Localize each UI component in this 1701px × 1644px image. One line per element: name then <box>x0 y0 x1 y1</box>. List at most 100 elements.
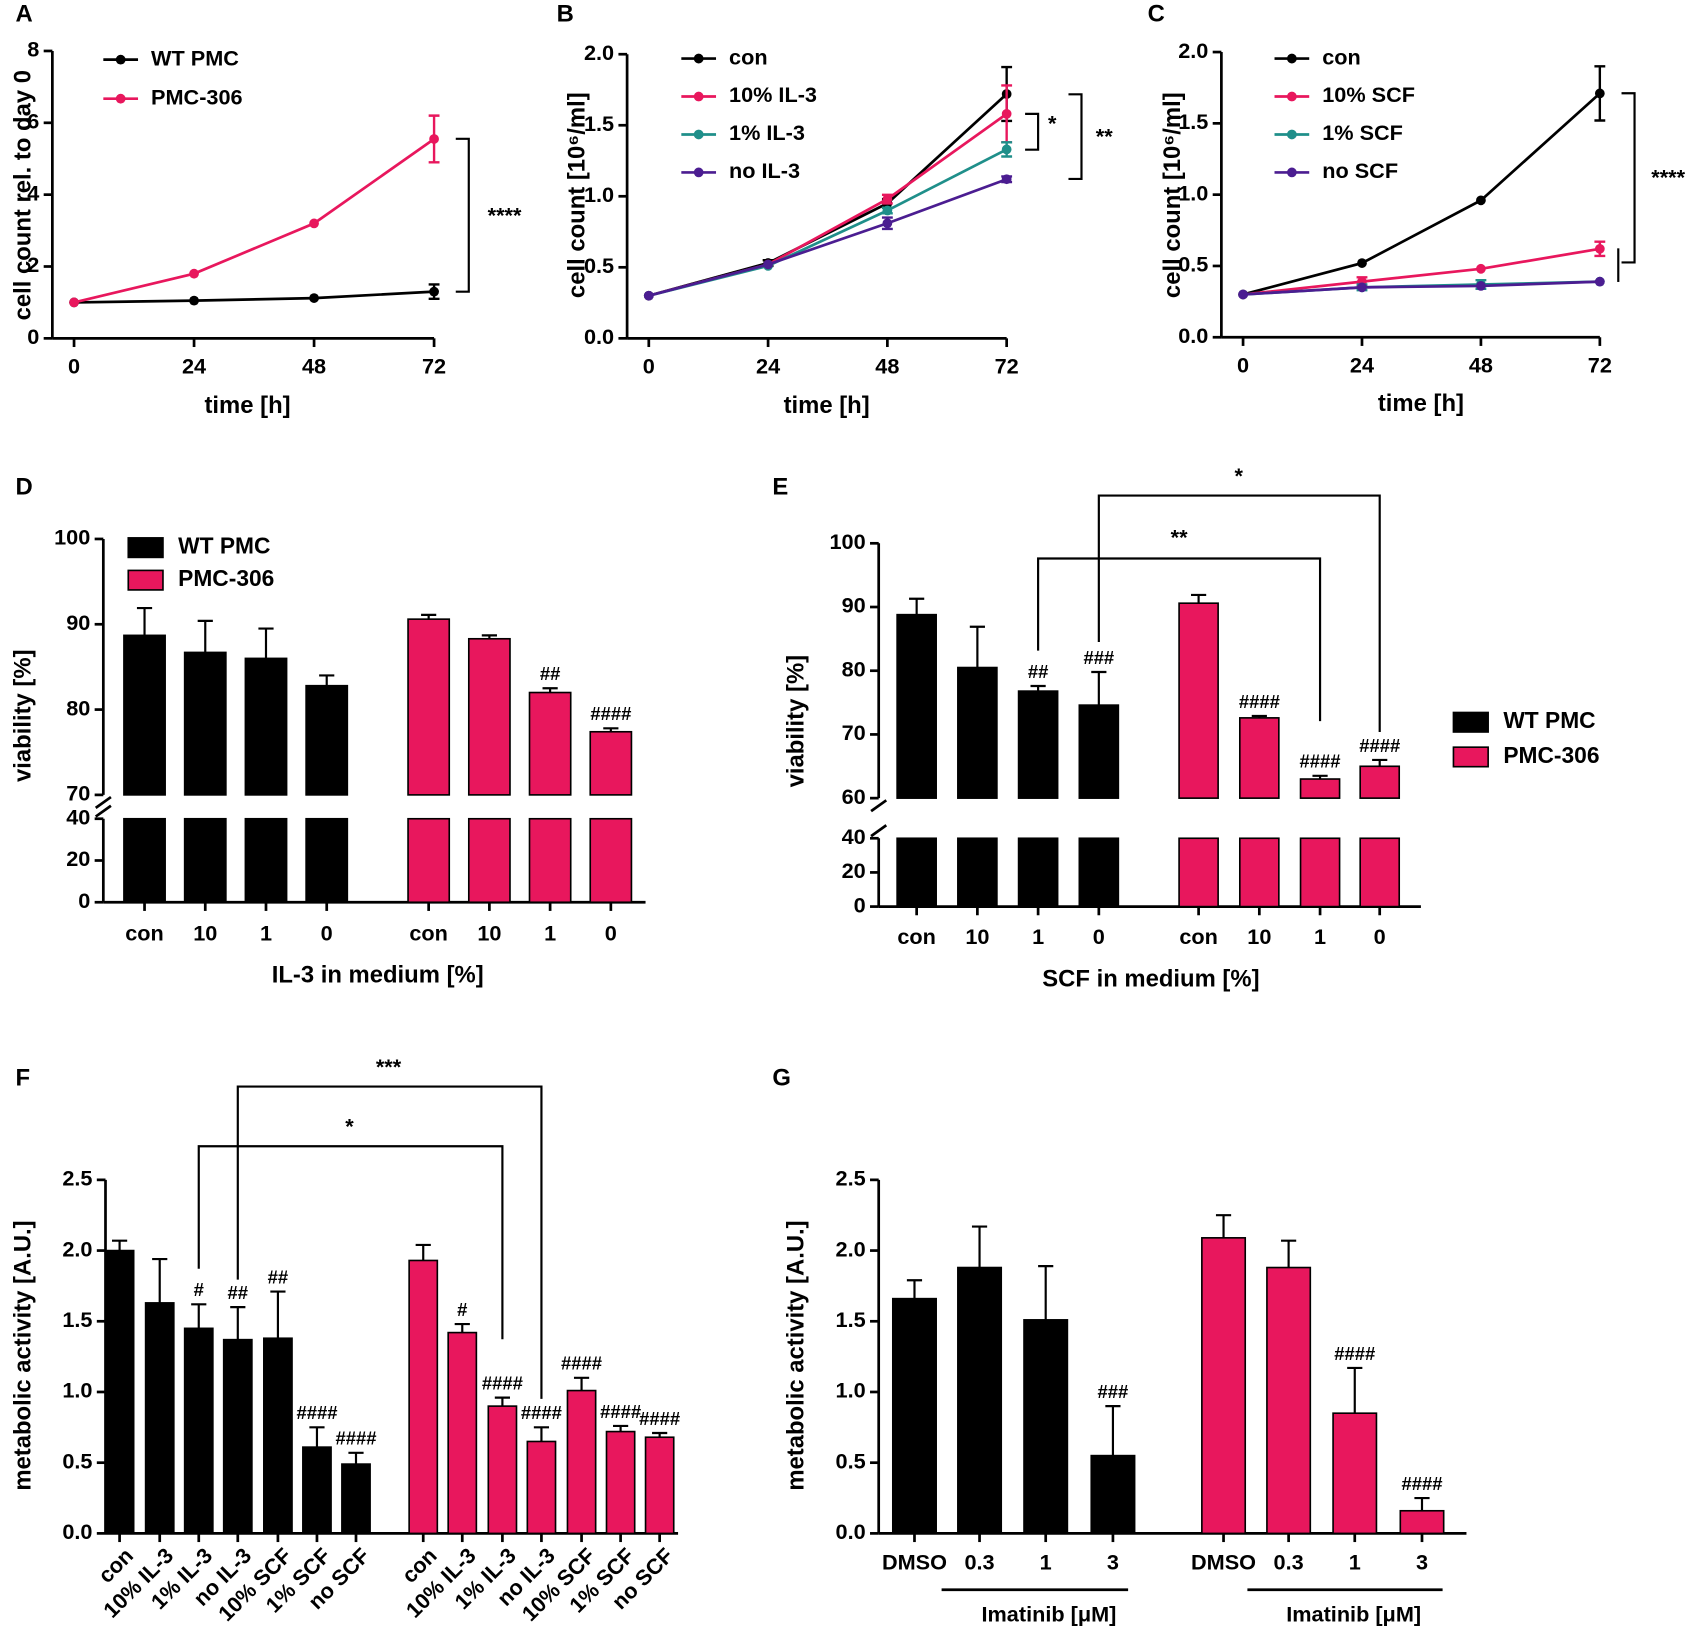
bar <box>1332 1412 1378 1535</box>
y-tick-label: 2.0 <box>584 40 614 65</box>
data-point <box>1594 243 1605 254</box>
legend-label: 1% IL-3 <box>729 120 805 145</box>
bar <box>1299 778 1341 799</box>
error-bar <box>909 597 925 615</box>
bar <box>263 1337 293 1535</box>
legend-dot <box>1286 167 1297 178</box>
y-tick-label: 2.5 <box>836 1166 866 1191</box>
significance-label: * <box>345 1114 354 1139</box>
error-bar <box>454 1323 470 1333</box>
significance-label: *** <box>376 1054 402 1079</box>
data-point <box>643 290 654 301</box>
y-tick-label: 40 <box>66 804 90 829</box>
bar <box>487 1405 518 1535</box>
annotation: # <box>194 1279 204 1300</box>
legend-dot <box>693 91 704 102</box>
x-tick-label: con <box>125 921 164 946</box>
data-point <box>429 286 439 297</box>
y-tick-label: 2.0 <box>62 1236 92 1261</box>
panel-label: E <box>772 473 788 500</box>
legend-label: WT PMC <box>1503 707 1595 733</box>
significance-label: ** <box>1096 123 1113 148</box>
y-tick-label: 4 <box>27 180 39 205</box>
bar <box>244 657 288 796</box>
significance-bracket <box>455 137 470 293</box>
bar <box>1023 1319 1069 1535</box>
error-bar <box>270 1290 286 1339</box>
error-bar <box>421 613 437 620</box>
data-point <box>1594 276 1605 287</box>
error-bar <box>906 1279 923 1299</box>
bar <box>1078 704 1120 799</box>
axis-break <box>870 799 888 813</box>
error-bar <box>1251 714 1267 718</box>
x-tick-label: 24 <box>182 353 206 378</box>
y-tick-label: 8 <box>27 37 39 62</box>
y-axis-label: viability [%] <box>783 655 810 788</box>
bar-lower <box>183 817 227 904</box>
annotation: #### <box>1359 735 1400 756</box>
bar-lower <box>244 817 288 904</box>
error-bar <box>319 674 335 686</box>
y-tick-label: 0.0 <box>836 1519 866 1544</box>
x-tick-label: 72 <box>1588 352 1612 377</box>
y-tick-label: 90 <box>842 593 866 618</box>
y-tick-label: 80 <box>66 695 90 720</box>
error-bar <box>1312 774 1328 780</box>
x-axis-label: IL-3 in medium [%] <box>272 961 484 988</box>
bar <box>644 1436 675 1535</box>
panel-label: G <box>772 1064 791 1091</box>
bar-lower <box>528 817 572 904</box>
x-tick-label: 72 <box>422 353 446 378</box>
legend-dot <box>115 54 126 65</box>
bar <box>1178 602 1219 799</box>
legend-swatch <box>1452 746 1489 768</box>
y-tick-label: 1.5 <box>62 1307 92 1332</box>
legend-label: PMC-306 <box>178 565 274 591</box>
y-tick-label: 0 <box>78 888 90 913</box>
x-tick-label: 24 <box>1350 352 1374 377</box>
bar <box>528 691 572 796</box>
y-tick-label: 2.0 <box>836 1236 866 1261</box>
y-tick-label: 0.5 <box>62 1448 92 1473</box>
bar-lower <box>957 837 998 908</box>
x-axis-label: time [h] <box>1378 390 1464 417</box>
error-bar <box>191 1303 207 1329</box>
data-point <box>1476 281 1486 291</box>
annotation: #### <box>590 703 631 724</box>
annotation: #### <box>1239 691 1280 712</box>
y-tick-label: 2.0 <box>1178 38 1208 63</box>
x-tick-label: 3 <box>1107 1549 1119 1574</box>
significance-bracket <box>1025 112 1040 151</box>
bar-lower <box>589 817 633 904</box>
legend-swatch <box>127 569 164 591</box>
series-line <box>74 290 435 304</box>
error-bar <box>1091 670 1107 706</box>
error-bar <box>415 1243 431 1261</box>
bar <box>123 634 166 796</box>
significance-bracket <box>1037 557 1322 722</box>
series-line <box>1242 280 1600 296</box>
series-line <box>1242 92 1601 296</box>
data-point <box>1001 174 1012 185</box>
error-bar <box>112 1239 128 1251</box>
data-point <box>189 268 199 279</box>
bar <box>1201 1237 1247 1535</box>
legend-label: PMC-306 <box>1503 742 1599 768</box>
bar <box>891 1297 937 1535</box>
panel-label: C <box>1148 0 1165 27</box>
error-bar <box>613 1424 629 1432</box>
bar <box>957 1266 1003 1535</box>
data-point <box>1476 195 1486 206</box>
data-point <box>882 194 893 205</box>
significance-bracket <box>1068 93 1083 181</box>
bar-lower <box>1017 837 1059 908</box>
error-bar <box>533 1426 550 1442</box>
bar <box>104 1249 135 1535</box>
x-tick-label: con <box>897 924 936 949</box>
significance-label: ** <box>1171 525 1188 550</box>
bar <box>183 651 227 796</box>
y-tick-label: 0.5 <box>1178 252 1208 277</box>
bar <box>341 1463 371 1535</box>
x-axis-label: time [h] <box>784 392 870 419</box>
